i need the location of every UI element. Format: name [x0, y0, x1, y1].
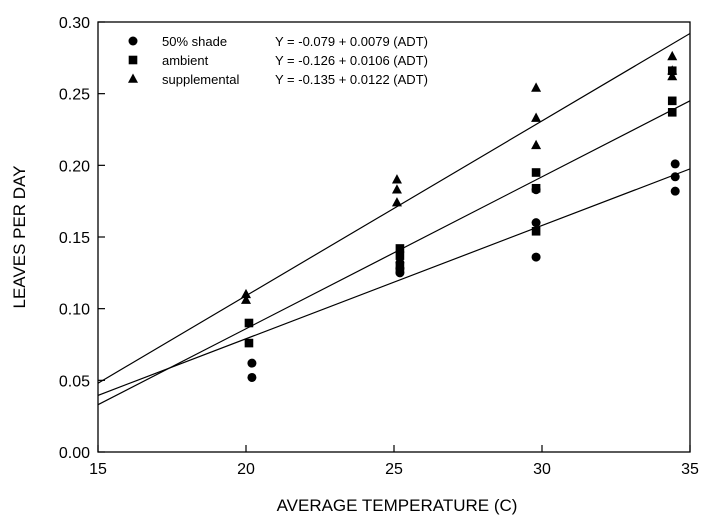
data-point — [670, 159, 680, 169]
data-point — [667, 50, 678, 61]
x-tick-label: 30 — [533, 461, 551, 478]
data-point — [531, 218, 541, 228]
y-tick-label: 0.20 — [59, 158, 90, 175]
y-tick-label: 0.30 — [59, 15, 90, 32]
data-point — [531, 139, 542, 150]
data-point — [244, 338, 254, 348]
regression-line — [98, 100, 690, 406]
data-point — [667, 96, 677, 106]
data-point — [531, 183, 541, 193]
x-axis: 15 20 25 30 35 — [89, 445, 699, 478]
y-tick-label: 0.10 — [59, 302, 90, 319]
data-point — [667, 108, 677, 117]
data-point — [670, 172, 680, 182]
series-square — [98, 66, 690, 406]
y-axis: 0.00 0.05 0.10 0.15 0.20 0.25 0.30 — [59, 15, 105, 462]
legend-label: ambient — [162, 53, 209, 68]
regression-line — [98, 32, 690, 384]
data-point — [241, 294, 251, 304]
data-point — [531, 252, 541, 262]
data-point — [244, 318, 254, 328]
data-point — [531, 82, 542, 92]
legend-item: 50% shade Y = -0.079 + 0.0079 (ADT) — [128, 34, 428, 49]
data-point — [391, 174, 402, 184]
data-point — [667, 65, 678, 75]
data-point — [531, 226, 541, 236]
data-point — [241, 288, 251, 299]
data-point — [531, 112, 542, 122]
y-tick-label: 0.00 — [59, 445, 90, 462]
series-triangle — [98, 32, 690, 384]
data-point — [395, 264, 405, 273]
data-point — [247, 372, 257, 382]
data-point — [395, 244, 405, 253]
y-tick-label: 0.15 — [59, 230, 90, 247]
data-point — [667, 70, 678, 81]
y-tick-label: 0.25 — [59, 87, 90, 104]
data-point — [391, 197, 402, 207]
data-point — [670, 186, 680, 196]
regression-line — [98, 168, 690, 396]
series-layer — [98, 32, 690, 406]
regression-equation: Y = -0.126 + 0.0106 (ADT) — [275, 53, 428, 68]
regression-equation: Y = -0.135 + 0.0122 (ADT) — [275, 72, 428, 87]
data-point — [531, 168, 541, 177]
x-axis-title: AVERAGE TEMPERATURE (C) — [277, 496, 518, 515]
legend-label: 50% shade — [162, 34, 227, 49]
series-circle — [98, 159, 690, 396]
x-tick-label: 20 — [237, 461, 255, 478]
legend: 50% shade Y = -0.079 + 0.0079 (ADT) ambien… — [128, 34, 428, 87]
legend-marker — [128, 73, 138, 83]
legend-marker — [128, 36, 138, 46]
y-axis-title: LEAVES PER DAY — [10, 166, 29, 309]
x-tick-label: 25 — [385, 461, 403, 478]
data-point — [395, 251, 405, 260]
legend-item: ambient Y = -0.126 + 0.0106 (ADT) — [128, 53, 428, 68]
data-point — [247, 358, 257, 368]
x-tick-label: 15 — [89, 461, 107, 478]
y-tick-label: 0.05 — [59, 373, 90, 390]
data-point — [391, 184, 402, 194]
x-tick-label: 35 — [681, 461, 699, 478]
legend-label: supplemental — [162, 72, 239, 87]
legend-item: supplemental Y = -0.135 + 0.0122 (ADT) — [128, 72, 428, 87]
regression-equation: Y = -0.079 + 0.0079 (ADT) — [275, 34, 428, 49]
legend-marker — [128, 55, 138, 65]
